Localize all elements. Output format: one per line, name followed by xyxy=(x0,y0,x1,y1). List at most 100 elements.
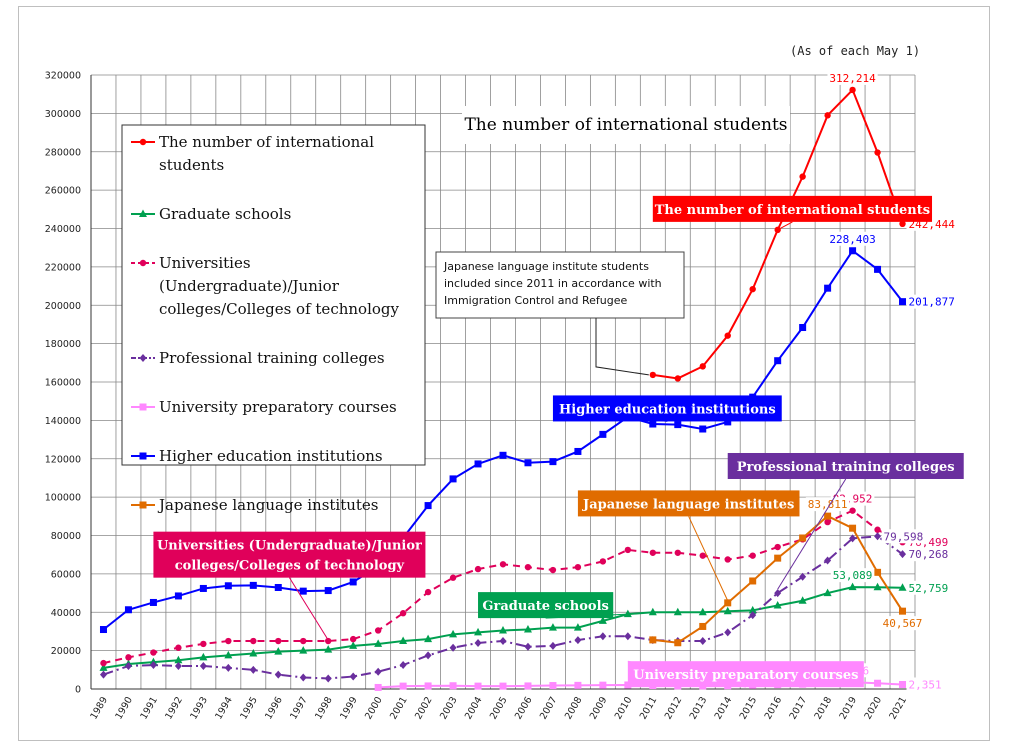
y-tick-label: 240000 xyxy=(45,224,81,235)
data-point-higher xyxy=(849,247,857,255)
data-point-graduate xyxy=(798,596,807,604)
data-point-university xyxy=(599,558,607,565)
data-point-graduate xyxy=(573,623,582,631)
data-point-prep xyxy=(374,683,382,691)
data-point-graduate xyxy=(474,627,483,636)
data-point-higher xyxy=(599,430,607,438)
y-tick-label: 260000 xyxy=(45,186,81,197)
data-point-total xyxy=(749,285,756,293)
data-point-graduate xyxy=(848,582,857,591)
data-point-higher xyxy=(99,626,107,634)
point-label-japanese: 83,811 xyxy=(808,498,848,511)
x-tick-label: 1999 xyxy=(338,695,360,721)
point-label-bg xyxy=(881,529,926,544)
point-label-professional: 79,598 xyxy=(884,530,924,543)
data-point-higher xyxy=(449,475,457,483)
data-point-professional xyxy=(199,661,207,670)
data-point-total xyxy=(799,173,806,180)
annotation-box xyxy=(435,251,685,319)
callout-leader-japanese xyxy=(688,516,729,601)
legend-label-university: Universities xyxy=(159,254,251,272)
data-point-japanese xyxy=(824,512,832,520)
data-point-university xyxy=(774,543,781,551)
point-label-japanese: 40,567 xyxy=(883,617,923,630)
data-point-japanese xyxy=(874,568,882,576)
legend-marker-higher xyxy=(139,452,147,460)
x-tick-label: 2016 xyxy=(763,695,785,721)
data-point-professional xyxy=(449,643,457,652)
data-point-professional xyxy=(299,673,307,682)
x-tick-label: 2009 xyxy=(588,695,610,721)
legend-marker-total xyxy=(139,138,147,146)
data-point-higher xyxy=(174,592,182,600)
annotation-leader xyxy=(595,318,649,376)
data-point-japanese xyxy=(674,639,682,647)
data-point-graduate xyxy=(548,623,557,631)
data-point-professional xyxy=(774,589,782,598)
y-tick-label: 100000 xyxy=(45,493,81,504)
data-point-graduate xyxy=(424,634,433,643)
point-label-bg xyxy=(827,231,878,246)
data-point-graduate xyxy=(174,655,183,664)
x-tick-label: 2020 xyxy=(863,695,885,721)
data-point-higher xyxy=(824,284,832,292)
legend-label-japanese: Japanese language institutes xyxy=(157,496,379,514)
y-tick-label: 300000 xyxy=(45,109,81,120)
data-point-university xyxy=(449,574,457,581)
data-point-university xyxy=(674,549,681,556)
data-point-university xyxy=(574,563,582,571)
y-tick-label: 160000 xyxy=(45,378,81,389)
data-point-graduate xyxy=(349,641,358,649)
x-tick-label: 2003 xyxy=(438,695,460,721)
legend-label-total: students xyxy=(159,156,224,174)
data-point-higher xyxy=(324,587,332,595)
callout-box-prep xyxy=(627,661,864,688)
x-tick-label: 2013 xyxy=(688,695,710,721)
legend-marker-professional xyxy=(139,354,147,362)
callout-text-graduate: Graduate schools xyxy=(482,599,608,614)
data-point-higher xyxy=(299,587,307,595)
data-point-university xyxy=(225,637,232,645)
x-tick-label: 2018 xyxy=(813,695,835,721)
x-tick-label: 2004 xyxy=(463,695,485,721)
data-point-japanese xyxy=(699,622,707,630)
x-tick-label: 2019 xyxy=(838,695,860,721)
callout-box-university xyxy=(153,531,426,578)
data-point-professional xyxy=(399,661,407,670)
data-point-total xyxy=(899,220,906,228)
y-tick-labels: 0 20000 40000 60000 80000 100000 120000 140000 1… xyxy=(45,71,81,696)
data-point-higher xyxy=(424,502,432,510)
point-label-graduate: 53,089 xyxy=(833,569,873,582)
data-point-higher xyxy=(574,447,582,455)
data-point-higher xyxy=(499,451,507,459)
annotation-text: included since 2011 in accordance with xyxy=(444,277,662,290)
data-point-university xyxy=(699,552,706,559)
data-point-higher xyxy=(899,298,907,306)
annotation: Japanese language institute students incl… xyxy=(435,251,685,376)
data-point-graduate xyxy=(399,636,408,645)
data-point-graduate xyxy=(99,663,108,671)
data-point-university xyxy=(175,644,182,651)
data-point-total xyxy=(874,149,881,156)
data-point-higher xyxy=(349,578,357,586)
data-point-japanese xyxy=(899,607,907,615)
y-tick-label: 120000 xyxy=(45,454,81,465)
point-label-bg xyxy=(906,677,944,692)
data-point-university xyxy=(300,637,307,645)
y-tick-label: 140000 xyxy=(45,416,81,427)
point-label-higher: 228,403 xyxy=(829,233,875,246)
chart-title-box: The number of international students xyxy=(462,106,790,144)
y-tick-label: 60000 xyxy=(51,569,81,580)
data-point-higher xyxy=(799,324,807,332)
data-point-professional xyxy=(799,572,807,581)
data-point-graduate xyxy=(698,607,707,616)
data-point-university xyxy=(749,552,756,559)
data-point-university xyxy=(824,518,831,526)
legend-marker-graduate xyxy=(139,209,147,217)
data-point-japanese xyxy=(849,524,857,532)
data-point-university xyxy=(150,649,157,656)
data-point-graduate xyxy=(823,588,832,597)
data-point-university xyxy=(424,588,432,596)
data-point-professional xyxy=(849,534,857,543)
